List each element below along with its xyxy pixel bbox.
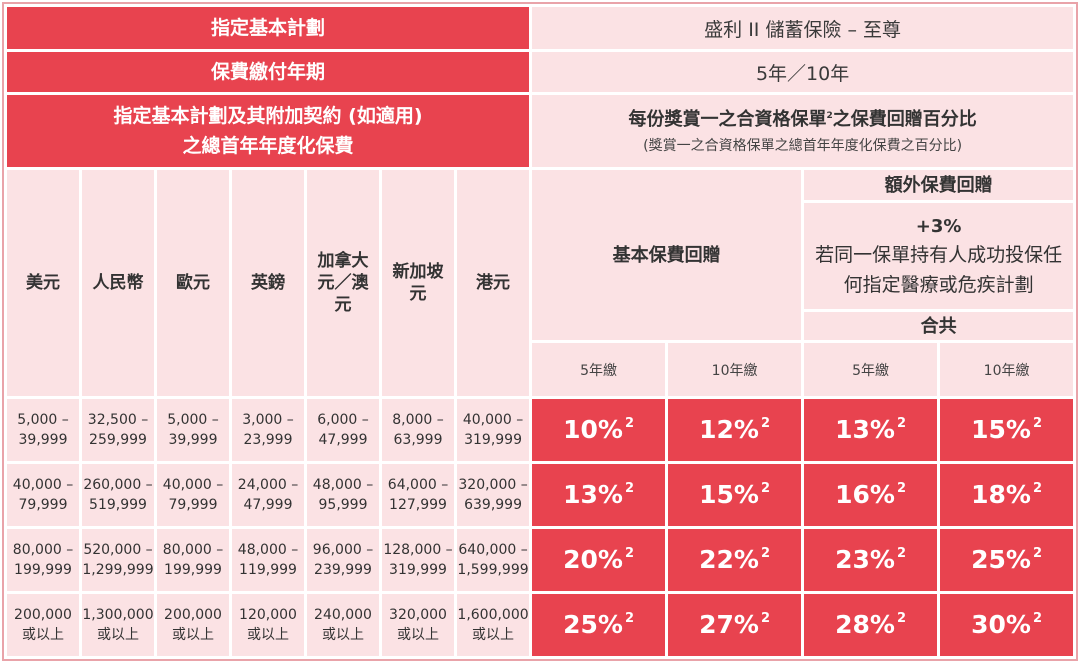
range-cell: 48,000 –119,999 bbox=[232, 528, 304, 591]
table-row: 80,000 –199,999 520,000 –1,299,999 80,00… bbox=[7, 528, 1074, 591]
total-5-pct: 16% 2 bbox=[804, 463, 938, 526]
rebate-title-text: 每份獎賞一之合資格保單2之保費回贈百分比 bbox=[628, 108, 977, 130]
extra-rebate-value: +3% bbox=[915, 215, 962, 237]
range-cell: 120,000 或以上 bbox=[232, 593, 304, 656]
table-row: 200,000 或以上 1,300,000 或以上 200,000 或以上 120,0… bbox=[7, 593, 1074, 656]
currency-sgd: 新加坡元 bbox=[382, 170, 454, 396]
total-5-pct: 28% 2 bbox=[804, 593, 938, 656]
range-cell: 5,000 –39,999 bbox=[157, 398, 229, 461]
range-cell: 260,000 –519,999 bbox=[82, 463, 154, 526]
basic-5-pct: 25% 2 bbox=[532, 593, 666, 656]
basic-10-pct: 27% 2 bbox=[668, 593, 802, 656]
range-cell: 80,000 –199,999 bbox=[7, 528, 79, 591]
total-10-pct: 18% 2 bbox=[940, 463, 1074, 526]
currency-usd: 美元 bbox=[7, 170, 79, 396]
table-row: 40,000 –79,999 260,000 –519,999 40,000 –… bbox=[7, 463, 1074, 526]
range-cell: 320,000 或以上 bbox=[382, 593, 454, 656]
range-cell: 1,300,000 或以上 bbox=[82, 593, 154, 656]
range-cell: 200,000 或以上 bbox=[157, 593, 229, 656]
total-5-pct: 13% 2 bbox=[804, 398, 938, 461]
basic-10-pct: 12% 2 bbox=[668, 398, 802, 461]
total-period-10: 10年繳 bbox=[940, 343, 1074, 396]
extra-rebate-box: +3% 若同一保單持有人成功投保任何指定醫療或危疾計劃 bbox=[804, 203, 1074, 310]
total-period-5: 5年繳 bbox=[804, 343, 938, 396]
plan-value: 盛利 II 儲蓄保險 – 至尊 bbox=[532, 7, 1074, 50]
basic-rebate-label: 基本保費回贈 bbox=[532, 170, 802, 341]
range-cell: 24,000 –47,999 bbox=[232, 463, 304, 526]
range-cell: 6,000 –47,999 bbox=[307, 398, 379, 461]
range-cell: 64,000 –127,999 bbox=[382, 463, 454, 526]
table-row: 5,000 –39,999 32,500 –259,999 5,000 –39,… bbox=[7, 398, 1074, 461]
basic-10-pct: 15% 2 bbox=[668, 463, 802, 526]
range-cell: 40,000 –319,999 bbox=[457, 398, 530, 461]
range-cell: 32,500 –259,999 bbox=[82, 398, 154, 461]
rebate-subtitle: (獎賞一之合資格保單之總首年年度化保費之百分比) bbox=[643, 137, 963, 154]
range-cell: 96,000 –239,999 bbox=[307, 528, 379, 591]
extra-rebate-label: 額外保費回贈 bbox=[804, 170, 1074, 201]
currency-rmb: 人民幣 bbox=[82, 170, 154, 396]
basic-period-10: 10年繳 bbox=[668, 343, 802, 396]
range-cell: 640,000 –1,599,999 bbox=[457, 528, 530, 591]
basic-10-pct: 22% 2 bbox=[668, 528, 802, 591]
range-cell: 128,000 –319,999 bbox=[382, 528, 454, 591]
range-cell: 200,000 或以上 bbox=[7, 593, 79, 656]
term-value: 5年／10年 bbox=[532, 52, 1074, 93]
premium-label-line1: 指定基本計劃及其附加契約 (如適用) bbox=[113, 105, 423, 128]
range-cell: 48,000 –95,999 bbox=[307, 463, 379, 526]
range-cell: 3,000 –23,999 bbox=[232, 398, 304, 461]
extra-rebate-desc: 若同一保單持有人成功投保任何指定醫療或危疾計劃 bbox=[815, 243, 1063, 296]
range-cell: 8,000 –63,999 bbox=[382, 398, 454, 461]
rebate-title: 每份獎賞一之合資格保單2之保費回贈百分比 (獎賞一之合資格保單之總首年年度化保費… bbox=[532, 95, 1074, 168]
currency-hkd: 港元 bbox=[457, 170, 530, 396]
range-cell: 240,000 或以上 bbox=[307, 593, 379, 656]
range-cell: 520,000 –1,299,999 bbox=[82, 528, 154, 591]
range-cell: 320,000 –639,999 bbox=[457, 463, 530, 526]
plan-label: 指定基本計劃 bbox=[7, 7, 530, 50]
basic-5-pct: 13% 2 bbox=[532, 463, 666, 526]
total-5-pct: 23% 2 bbox=[804, 528, 938, 591]
total-10-pct: 25% 2 bbox=[940, 528, 1074, 591]
basic-5-pct: 10% 2 bbox=[532, 398, 666, 461]
currency-eur: 歐元 bbox=[157, 170, 229, 396]
range-cell: 5,000 –39,999 bbox=[7, 398, 79, 461]
premium-label-line2: 之總首年年度化保費 bbox=[182, 135, 354, 158]
total-label: 合共 bbox=[804, 312, 1074, 341]
term-label: 保費繳付年期 bbox=[7, 52, 530, 93]
range-cell: 40,000 –79,999 bbox=[157, 463, 229, 526]
basic-5-pct: 20% 2 bbox=[532, 528, 666, 591]
currency-cad-aud: 加拿大元／澳元 bbox=[307, 170, 379, 396]
range-cell: 40,000 –79,999 bbox=[7, 463, 79, 526]
range-cell: 1,600,000 或以上 bbox=[457, 593, 530, 656]
total-10-pct: 15% 2 bbox=[940, 398, 1074, 461]
rebate-title-footnote: 2 bbox=[826, 110, 833, 121]
basic-period-5: 5年繳 bbox=[532, 343, 666, 396]
premium-label: 指定基本計劃及其附加契約 (如適用) 之總首年年度化保費 bbox=[7, 95, 530, 168]
total-10-pct: 30% 2 bbox=[940, 593, 1074, 656]
currency-gbp: 英鎊 bbox=[232, 170, 304, 396]
range-cell: 80,000 –199,999 bbox=[157, 528, 229, 591]
